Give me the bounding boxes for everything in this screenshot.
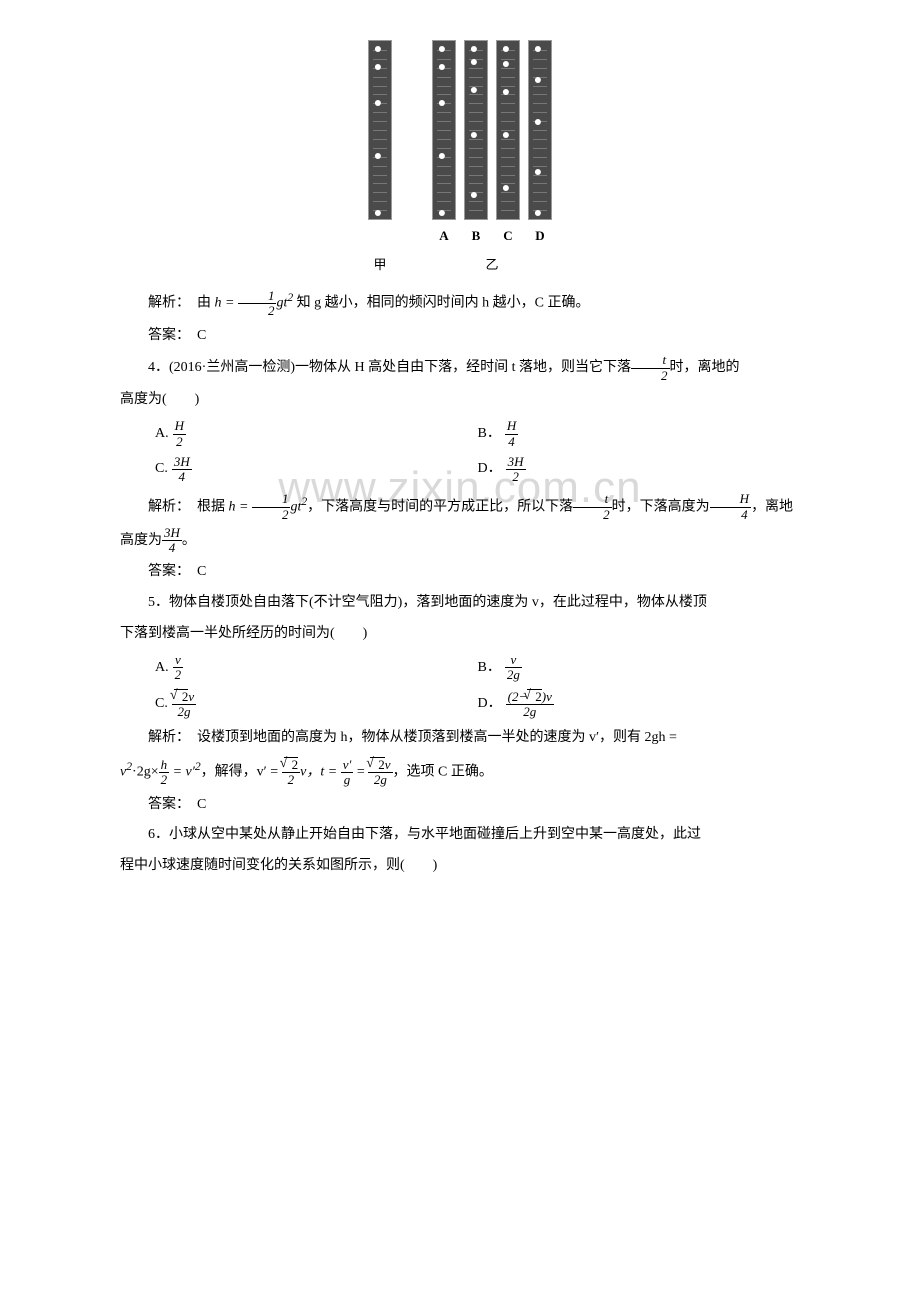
q4-option-b: B． H4 <box>478 419 801 449</box>
q4-stem-frac: t2 <box>631 353 670 383</box>
q4-stem-before: 4．(2016·兰州高一检测)一物体从 H 高处自由下落，经时间 t 落地，则当… <box>148 360 631 375</box>
q4-analysis: 解析： 根据 h = 12gt2，下落高度与时间的平方成正比，所以下落t2时，下… <box>120 491 800 522</box>
q5-analysis-line1: 解析： 设楼顶到地面的高度为 h，物体从楼顶落到楼高一半处的速度为 v′，则有 … <box>120 725 800 752</box>
q3-answer: 答案： C <box>120 323 800 350</box>
strip <box>528 40 552 220</box>
strip <box>496 40 520 220</box>
q3-analysis: 解析： 由 h = 12gt2 知 g 越小，相同的频闪时间内 h 越小，C 正… <box>120 287 800 318</box>
q3-formula-rhs: gt <box>276 296 287 311</box>
q4-stem-line1: 4．(2016·兰州高一检测)一物体从 H 高处自由下落，经时间 t 落地，则当… <box>120 353 800 383</box>
q5-stem-line2: 下落到楼高一半处所经历的时间为( ) <box>120 621 800 648</box>
q5-option-d: D． (2−2)v2g <box>478 689 801 720</box>
q5-stem-line1: 5．物体自楼顶处自由落下(不计空气阻力)，落到地面的速度为 v，在此过程中，物体… <box>120 590 800 617</box>
q4-stem-after: 时，离地的 <box>670 360 740 375</box>
q5-option-c: C. 2v2g <box>155 689 478 720</box>
strip-letter: B <box>464 224 488 249</box>
q5-option-b: B． v2g <box>478 653 801 683</box>
q5-options-row2: C. 2v2g D． (2−2)v2g <box>155 689 800 720</box>
analysis-prefix: 解析： 由 <box>148 296 215 311</box>
strip-letter: A <box>432 224 456 249</box>
q6-stem-line2: 程中小球速度随时间变化的关系如图所示，则( ) <box>120 853 800 880</box>
strip-letter: C <box>496 224 520 249</box>
q6-stem-line1: 6．小球从空中某处从静止开始自由下落，与水平地面碰撞后上升到空中某一高度处，此过 <box>120 822 800 849</box>
q5-option-a: A. v2 <box>155 653 478 683</box>
q4-stem-line2: 高度为( ) <box>120 387 800 414</box>
q4-options-row2: C. 3H4 D． 3H2 <box>155 455 800 485</box>
q3-formula-frac: 12 <box>238 289 277 319</box>
strip-letter: D <box>528 224 552 249</box>
q5-options-row1: A. v2 B． v2g <box>155 653 800 683</box>
q3-formula-lhs: h = <box>215 296 238 311</box>
strip <box>464 40 488 220</box>
q4-option-d: D． 3H2 <box>478 455 801 485</box>
q3-formula-sup: 2 <box>287 291 293 304</box>
figure-right-group: ABCD 乙 <box>432 40 552 277</box>
q4-analysis-line2: 高度为3H4。 <box>120 526 800 556</box>
q4-option-a: A. H2 <box>155 419 478 449</box>
q3-analysis-tail: 知 g 越小，相同的频闪时间内 h 越小，C 正确。 <box>297 296 590 311</box>
q5-answer: 答案： C <box>120 792 800 819</box>
figure-left-group: 甲 <box>368 40 392 277</box>
strip <box>432 40 456 220</box>
q4-answer: 答案： C <box>120 559 800 586</box>
q4-options-row1: A. H2 B． H4 <box>155 419 800 449</box>
q4-option-c: C. 3H4 <box>155 455 478 485</box>
figure-right-label: 乙 <box>432 253 552 278</box>
figure-left-label: 甲 <box>368 253 392 278</box>
strip <box>368 40 392 220</box>
q5-analysis-line2: v2·2g×h2 = v′2，解得，v′ = 22v，t = v′g = 2v2… <box>120 756 800 788</box>
figure-region: 甲 ABCD 乙 <box>120 40 800 277</box>
